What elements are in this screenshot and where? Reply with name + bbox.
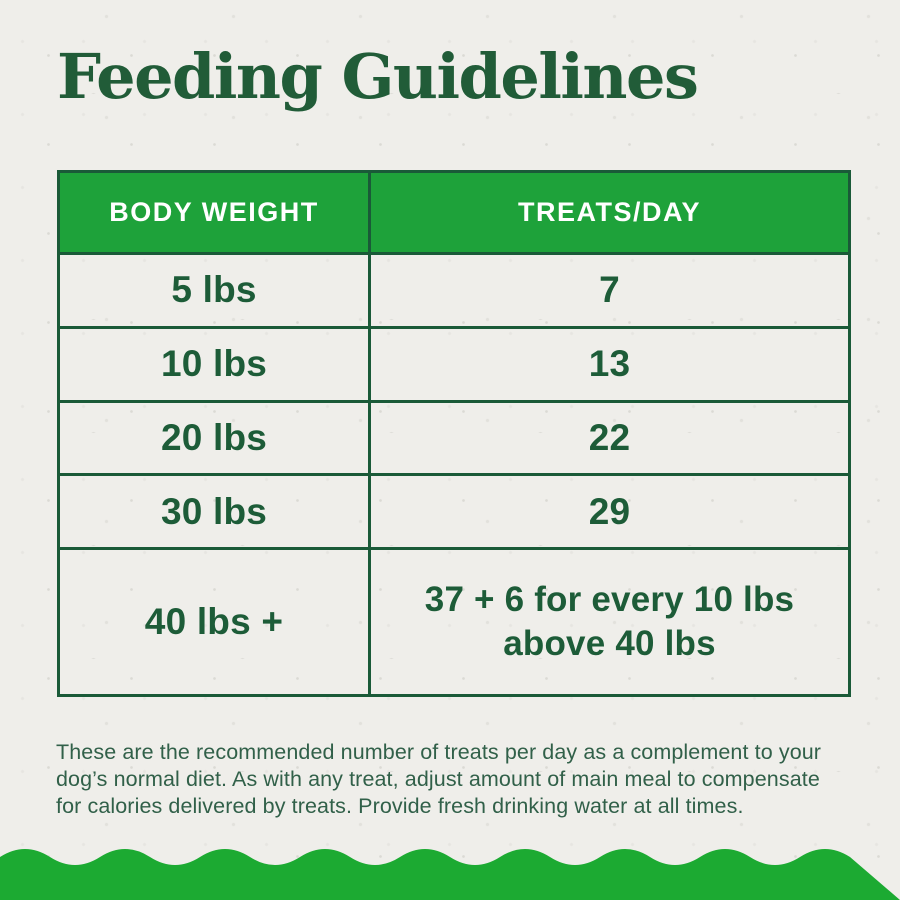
body-weight-cell: 20 lbs [57, 399, 371, 477]
page-title: Feeding Guidelines [57, 40, 699, 113]
table-row: 20 lbs 22 [57, 399, 851, 477]
body-weight-cell: 30 lbs [57, 473, 371, 551]
footnote-text: These are the recommended number of trea… [56, 740, 822, 818]
header-treats-day: TREATS/DAY [368, 170, 851, 255]
table-row: 40 lbs + 37 + 6 for every 10 lbs above 4… [57, 547, 851, 697]
treats-cell: 29 [368, 473, 851, 551]
treats-cell: 22 [368, 399, 851, 477]
body-weight-cell: 5 lbs [57, 252, 371, 329]
table-row: 10 lbs 13 [57, 325, 851, 403]
feeding-table: BODY WEIGHT TREATS/DAY 5 lbs 7 10 lbs 13… [57, 170, 851, 697]
body-weight-cell: 10 lbs [57, 325, 371, 403]
wave-border-decoration [0, 849, 900, 900]
table-row: 30 lbs 29 [57, 473, 851, 551]
treats-cell: 7 [368, 252, 851, 329]
treats-cell: 13 [368, 325, 851, 403]
wave-path [0, 849, 900, 900]
body-weight-cell: 40 lbs + [57, 547, 371, 697]
header-body-weight: BODY WEIGHT [57, 170, 371, 255]
table-header-row: BODY WEIGHT TREATS/DAY [57, 170, 851, 255]
table-row: 5 lbs 7 [57, 252, 851, 329]
treats-cell: 37 + 6 for every 10 lbs above 40 lbs [368, 547, 851, 697]
